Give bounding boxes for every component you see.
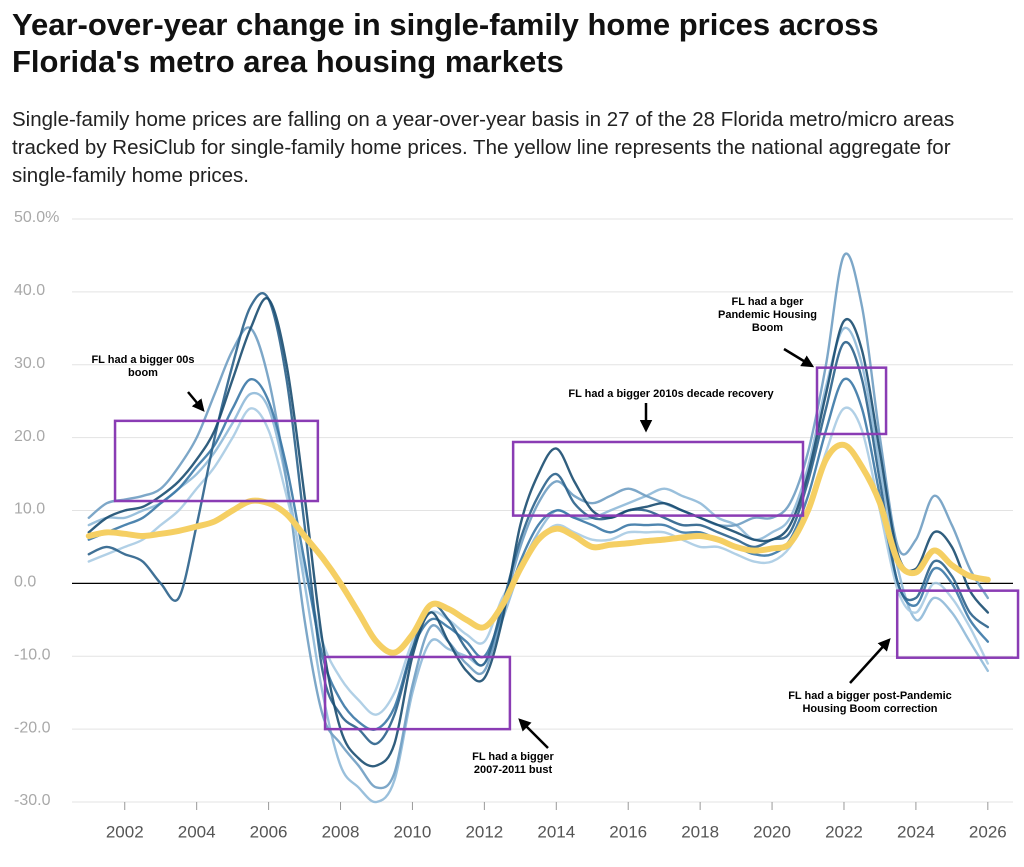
annotation-arrow	[783, 347, 815, 368]
x-tick-label: 2006	[250, 822, 288, 841]
metro-line	[87, 296, 990, 768]
y-tick-label: 20.0	[14, 428, 45, 445]
metro-line	[87, 252, 990, 790]
y-tick-label: 40.0	[14, 282, 45, 299]
y-tick-label: -20.0	[14, 719, 51, 736]
y-tick-label: -10.0	[14, 646, 51, 663]
annotation-box	[895, 589, 1020, 659]
metro-line	[87, 326, 990, 804]
x-tick-label: 2022	[825, 822, 863, 841]
annotation-arrow	[518, 718, 549, 749]
metro-line	[87, 377, 990, 731]
chart-subtitle: Single-family home prices are falling on…	[12, 108, 955, 187]
y-tick-label: 10.0	[14, 501, 45, 518]
x-tick-label: 2020	[753, 822, 791, 841]
x-tick-label: 2014	[537, 822, 575, 841]
x-tick-label: 2004	[178, 822, 216, 841]
x-tick-label: 2010	[394, 822, 432, 841]
annotation-text: FL had a bigger post-Pandemic Housing Bo…	[788, 690, 952, 715]
x-tick-label: 2002	[106, 822, 144, 841]
annotation-text: FL had a bigger 00s boom	[91, 354, 195, 379]
x-tick-label: 2012	[465, 822, 503, 841]
chart-title: Year-over-year change in single-family h…	[12, 7, 879, 79]
x-tick-label: 2016	[609, 822, 647, 841]
annotation-arrow	[187, 391, 205, 412]
x-tick-label: 2024	[897, 822, 935, 841]
y-tick-label: 30.0	[14, 355, 45, 372]
annotation-text: FL had a bigger 2007-2011 bust	[472, 751, 554, 776]
annotation-text: FL had a bger Pandemic Housing Boom	[717, 296, 818, 334]
annotation-box	[323, 655, 512, 731]
y-tick-label: 50.0%	[14, 209, 59, 226]
x-tick-label: 2026	[969, 822, 1007, 841]
y-tick-label: -30.0	[14, 792, 51, 809]
annotation-box	[511, 440, 805, 517]
annotation-box	[113, 419, 320, 503]
annotation-arrow	[849, 638, 891, 684]
annotation-text: FL had a bigger 2010s decade recovery	[568, 388, 774, 400]
x-tick-label: 2018	[681, 822, 719, 841]
y-tick-label: 0.0	[14, 574, 36, 591]
annotation-box	[815, 366, 888, 436]
x-tick-label: 2008	[322, 822, 360, 841]
national-line	[85, 441, 991, 656]
